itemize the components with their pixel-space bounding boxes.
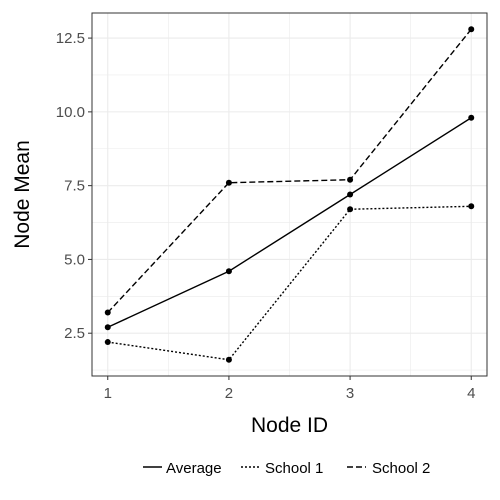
data-point-school-1 [225, 356, 232, 363]
axis-ticks [88, 37, 472, 380]
series-line-school-2 [107, 28, 472, 314]
x-axis-title: Node ID [251, 414, 328, 437]
data-point-average [468, 114, 475, 121]
minor-gridlines [92, 13, 487, 376]
data-point-school-1 [104, 339, 111, 346]
x-tick-label: 2 [225, 385, 233, 402]
plot-panel-border [91, 12, 488, 377]
data-point-average [225, 268, 232, 275]
x-tick-label: 4 [467, 385, 475, 402]
y-tick-label: 5.0 [64, 251, 85, 268]
data-point-school-2 [225, 179, 232, 186]
x-tick-label: 3 [346, 385, 354, 402]
series-lines [107, 28, 472, 361]
data-point-average [104, 324, 111, 331]
y-tick-label: 12.5 [56, 30, 85, 47]
data-point-school-2 [347, 176, 354, 183]
series-line-average [107, 117, 472, 328]
x-tick-label: 1 [104, 385, 112, 402]
y-tick-label: 10.0 [56, 104, 85, 121]
legend-label-school-1: School 1 [265, 460, 323, 477]
data-point-school-2 [468, 26, 475, 33]
y-tick-label: 2.5 [64, 325, 85, 342]
legend: Average School 1 School 2 [143, 460, 430, 477]
legend-label-average: Average [166, 460, 222, 477]
series-points [104, 26, 475, 363]
data-point-school-1 [347, 206, 354, 213]
data-point-school-2 [104, 309, 111, 316]
series-line-school-1 [107, 205, 472, 361]
axis-tick-labels: 1 2 3 4 2.5 5.0 7.5 10.0 12.5 [56, 30, 476, 402]
data-point-school-1 [468, 203, 475, 210]
y-axis-title: Node Mean [11, 140, 34, 249]
legend-label-school-2: School 2 [372, 460, 430, 477]
data-point-average [347, 191, 354, 198]
y-tick-label: 7.5 [64, 178, 85, 195]
